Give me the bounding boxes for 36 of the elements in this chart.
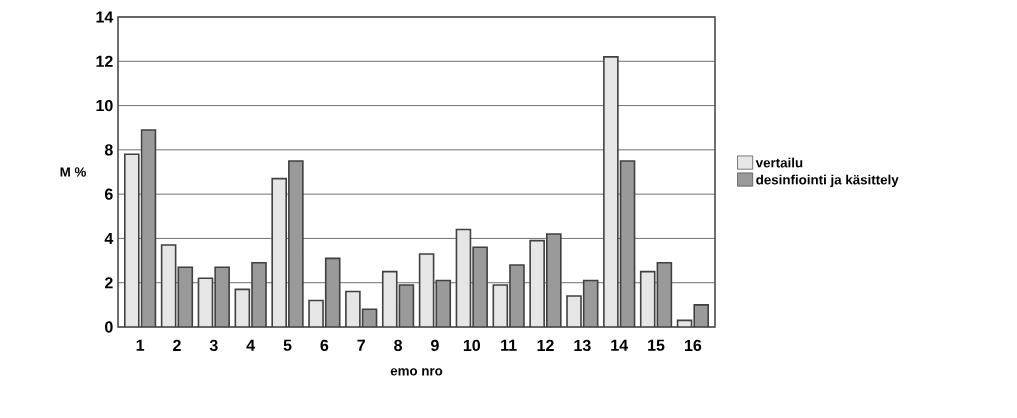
bar	[656, 261, 673, 327]
y-tick-label: 8	[104, 144, 113, 156]
bar	[418, 253, 435, 327]
bar	[160, 244, 177, 327]
x-tick-label: 13	[574, 339, 591, 352]
y-tick-label: 2	[104, 277, 113, 289]
y-tick-label: 0	[105, 321, 113, 333]
x-tick-label: 12	[537, 339, 554, 351]
y-tick-label: 14	[96, 11, 114, 23]
bar	[140, 129, 157, 327]
x-tick-label: 6	[320, 339, 329, 352]
x-tick-label: 5	[283, 339, 292, 351]
bar	[582, 279, 599, 327]
x-tick-label: 1	[136, 339, 145, 351]
legend-label: vertailu	[755, 157, 803, 168]
x-tick-label: 8	[394, 339, 403, 352]
x-tick-label: 9	[431, 339, 439, 352]
bar	[197, 277, 214, 327]
y-tick-label: 6	[104, 188, 113, 200]
y-axis-title: M %	[60, 167, 86, 177]
y-tick-label: 12	[96, 55, 113, 67]
legend-label: desinfiointi ja käsittely	[756, 174, 899, 188]
x-tick-label: 15	[648, 339, 665, 351]
x-tick-label: 10	[463, 339, 481, 352]
y-tick-label: 10	[96, 99, 113, 112]
bar	[455, 228, 472, 327]
x-tick-label: 16	[685, 339, 702, 352]
bar	[619, 160, 636, 327]
x-tick-label: 2	[173, 339, 181, 351]
x-tick-label: 7	[357, 339, 365, 351]
x-tick-label: 4	[246, 339, 256, 351]
x-tick-label: 14	[611, 339, 628, 351]
x-tick-label: 11	[501, 339, 517, 351]
y-tick-label: 4	[104, 232, 114, 244]
x-axis-title: emo nro	[390, 368, 443, 376]
x-tick-label: 3	[209, 339, 218, 352]
